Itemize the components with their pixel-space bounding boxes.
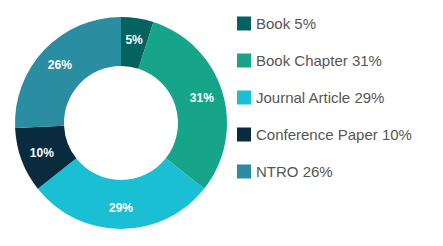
- svg-text:31%: 31%: [190, 91, 214, 105]
- svg-text:5%: 5%: [125, 33, 143, 47]
- svg-text:26%: 26%: [48, 58, 72, 72]
- svg-text:Book 5%: Book 5%: [256, 15, 316, 32]
- svg-text:Journal Article 29%: Journal Article 29%: [256, 89, 384, 106]
- svg-text:NTRO 26%: NTRO 26%: [256, 163, 333, 180]
- svg-text:Conference Paper 10%: Conference Paper 10%: [256, 126, 412, 143]
- svg-text:10%: 10%: [30, 146, 54, 160]
- svg-text:Book Chapter 31%: Book Chapter 31%: [256, 52, 382, 69]
- svg-text:29%: 29%: [109, 201, 133, 215]
